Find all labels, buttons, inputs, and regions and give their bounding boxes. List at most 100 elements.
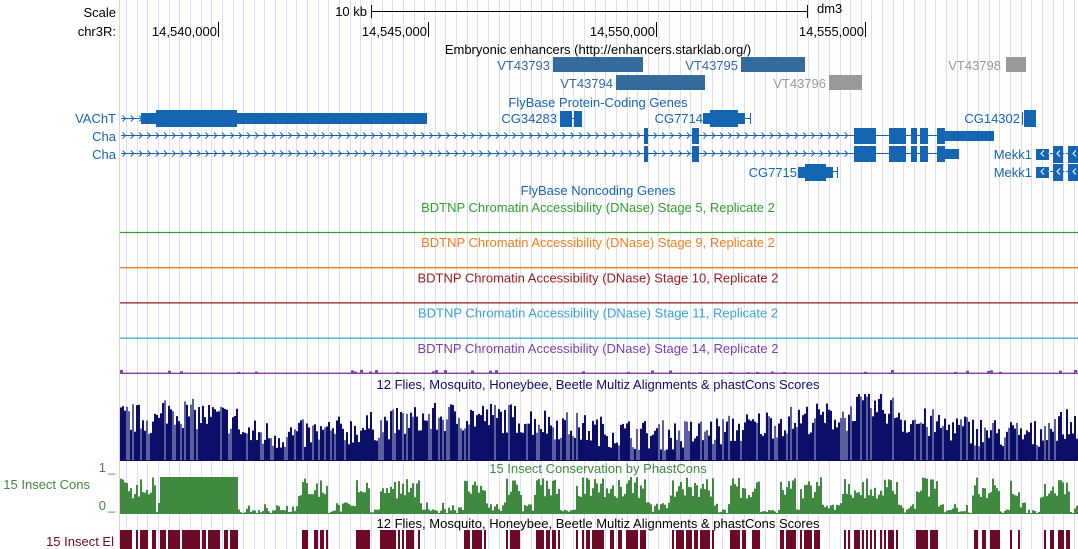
multiz-bar	[338, 416, 340, 460]
element-bar	[356, 530, 358, 549]
dnase-bar	[495, 370, 498, 373]
multiz-bar	[598, 446, 600, 460]
multiz-bar	[908, 431, 910, 460]
multiz-bar	[726, 421, 728, 460]
arrow-icon	[462, 150, 467, 157]
dnase-track[interactable]: BDTNP Chromatin Accessibility (DNase) St…	[120, 200, 1078, 234]
element-bar	[736, 530, 738, 549]
cons-bar	[138, 496, 140, 513]
arrow-icon	[329, 150, 334, 157]
multiz-bar	[564, 420, 566, 460]
cons-bar	[876, 498, 878, 513]
multiz-bar	[504, 409, 506, 460]
gene-CG34283[interactable]: CG34283	[501, 111, 582, 127]
multiz-bar	[374, 440, 376, 460]
gene-CG7715[interactable]: CG7715	[749, 164, 838, 181]
cons-bar	[584, 493, 586, 513]
dnase-track[interactable]: BDTNP Chromatin Accessibility (DNase) St…	[120, 306, 1078, 339]
cons-bar	[790, 488, 792, 513]
multiz-bar	[746, 414, 748, 460]
arrow-icon	[138, 150, 143, 157]
cons-bar	[742, 488, 744, 513]
arrow-icon	[147, 132, 152, 139]
svg-text:CG7715: CG7715	[749, 165, 797, 180]
enhancers-track-title: Embryonic enhancers (http://enhancers.st…	[445, 42, 751, 57]
multiz-bar	[1010, 422, 1012, 460]
dnase-track[interactable]: BDTNP Chromatin Accessibility (DNase) St…	[120, 270, 1078, 304]
elements-track-label[interactable]: 15 Insect El	[46, 534, 114, 549]
multiz-bar	[914, 419, 916, 460]
multiz-bar	[396, 408, 398, 460]
cons-bar	[852, 497, 854, 513]
gene-Cha[interactable]: Cha	[92, 128, 994, 144]
dnase-track[interactable]: BDTNP Chromatin Accessibility (DNase) St…	[120, 235, 1078, 269]
enhancer-VT43798[interactable]: VT43798	[948, 57, 1026, 73]
multiz-bar	[994, 420, 996, 460]
multiz-bar	[924, 408, 926, 460]
dnase-track[interactable]: BDTNP Chromatin Accessibility (DNase) St…	[120, 341, 1078, 374]
cons-bar	[232, 477, 234, 513]
cons-wiggle[interactable]	[120, 477, 1078, 514]
cons-bar	[562, 511, 564, 513]
multiz-bar	[614, 443, 616, 460]
cons-bar	[166, 477, 168, 513]
cons-bar	[766, 511, 768, 513]
arrow-icon	[122, 115, 127, 122]
arrow-icon	[520, 132, 525, 139]
gene-VAChT[interactable]: VAChT	[75, 110, 427, 127]
cons-track-label[interactable]: 15 Insect Cons	[3, 477, 90, 492]
enhancer-VT43796[interactable]: VT43796	[773, 75, 862, 91]
arrow-icon	[138, 132, 143, 139]
multiz-bar	[150, 432, 152, 460]
multiz-bar	[202, 405, 204, 460]
element-bar	[402, 530, 404, 549]
element-bar	[188, 530, 190, 549]
cons-bar	[990, 492, 992, 513]
cons-bar	[530, 504, 532, 513]
multiz-bar	[502, 433, 504, 460]
cons-bar	[622, 496, 624, 513]
arrow-icon	[645, 150, 650, 157]
arrow-icon	[636, 150, 641, 157]
genes-track-title: FlyBase Protein-Coding Genes	[508, 95, 688, 110]
element-bar	[884, 530, 886, 549]
element-bar	[146, 530, 148, 549]
multiz-bar	[816, 403, 818, 460]
element-bar	[406, 530, 408, 549]
cons-bar	[548, 488, 550, 513]
gene-CG7714[interactable]: CG7714	[655, 110, 751, 127]
element-bar	[712, 530, 714, 549]
multiz-bar	[486, 409, 488, 460]
multiz-bar	[920, 422, 922, 460]
enhancer-VT43793[interactable]: VT43793	[497, 57, 643, 73]
enhancer-VT43795[interactable]: VT43795	[685, 57, 805, 73]
multiz-bar	[470, 409, 472, 460]
cons-bar	[682, 489, 684, 513]
element-bar	[742, 530, 744, 549]
conserved-elements[interactable]	[120, 530, 1070, 549]
arrow-icon	[138, 115, 143, 122]
cons-bar	[696, 485, 698, 513]
cons-bar	[714, 505, 716, 513]
cons-bar	[716, 503, 718, 513]
cons-bar	[382, 488, 384, 513]
cons-bar	[310, 494, 312, 513]
element-bar	[162, 530, 164, 549]
arrow-icon	[562, 132, 567, 139]
multiz-wiggle[interactable]	[120, 394, 1078, 461]
cons-bar	[522, 511, 524, 513]
arrow-icon	[346, 132, 351, 139]
cons-bar	[822, 504, 824, 513]
element-bar	[592, 530, 594, 549]
cons-bar	[904, 512, 906, 513]
multiz-bar	[290, 427, 292, 460]
enhancer-VT43794[interactable]: VT43794	[560, 75, 705, 91]
arrow-icon	[728, 132, 733, 139]
cons-bar	[394, 481, 396, 513]
cons-bar	[134, 494, 136, 513]
cons-bar	[122, 479, 124, 513]
gene-CG14302[interactable]: CG14302	[964, 110, 1036, 127]
cons-bar	[264, 504, 266, 513]
cons-bar	[926, 478, 928, 513]
